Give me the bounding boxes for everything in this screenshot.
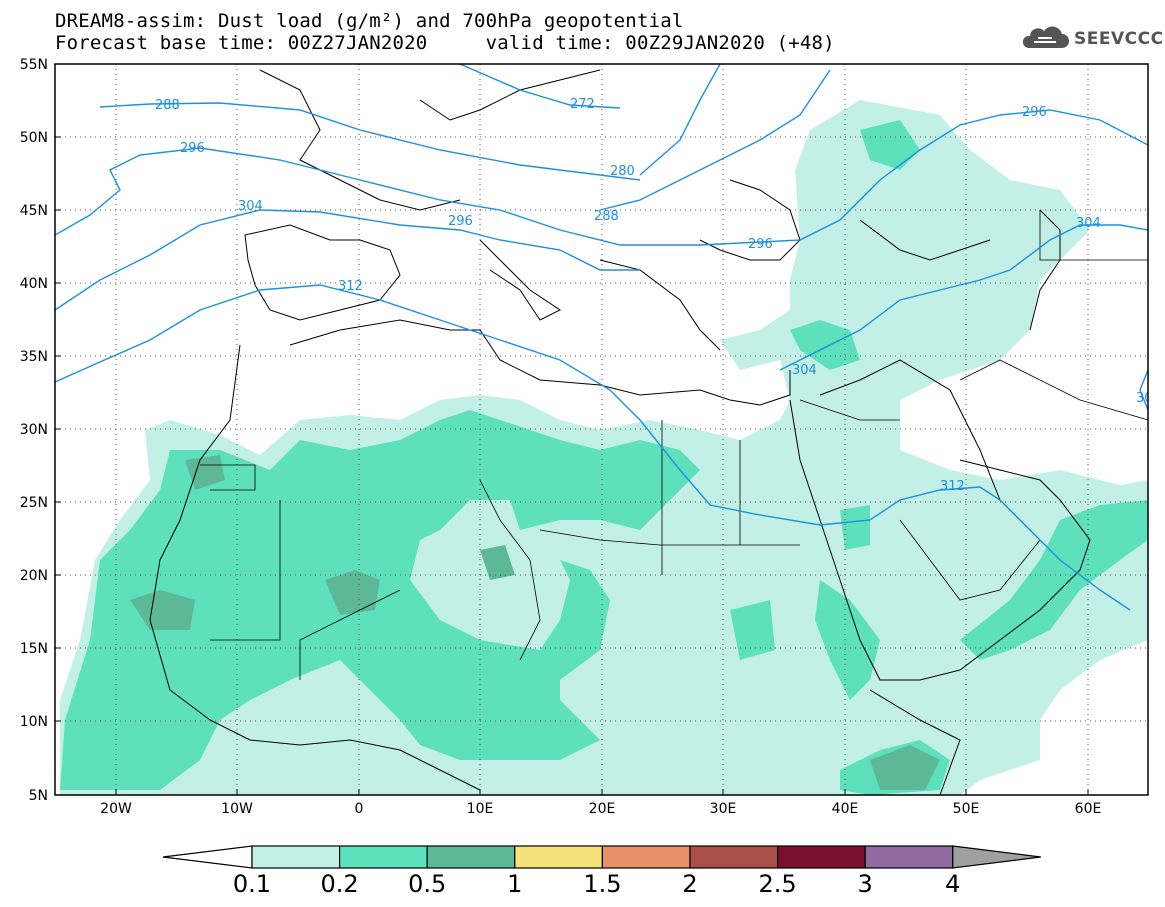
dust-area-high [130, 455, 940, 790]
contour-label: 288 [594, 209, 619, 224]
lat-label: 5N [29, 788, 48, 804]
contour-label: 272 [570, 97, 595, 112]
contour-label: 288 [155, 98, 180, 113]
colorbar-tick-label: 2 [682, 870, 697, 898]
contour-labels: 288 296 304 312 272 280 288 296 304 296 … [155, 97, 1153, 494]
contour-label: 312 [338, 279, 363, 294]
colorbar-segment [339, 845, 428, 869]
lon-label: 60E [1075, 801, 1102, 817]
lon-label: 0 [355, 801, 364, 817]
contour-label: 296 [448, 214, 473, 229]
contour-label: 304 [1076, 216, 1101, 231]
colorbar-tick-label: 1 [507, 870, 522, 898]
map-title: DREAM8-assim: Dust load (g/m²) and 700hP… [55, 10, 684, 32]
contour-label: 280 [610, 164, 635, 179]
contour-label: 296 [1022, 105, 1047, 120]
colorbar-over-triangle [952, 845, 1041, 869]
colorbar-tick-label: 0.1 [233, 870, 271, 898]
lat-label: 10N [20, 714, 48, 730]
lat-label: 50N [20, 130, 48, 146]
colorbar-segment [426, 845, 516, 869]
contour-label: 296 [748, 237, 773, 252]
lon-label: 20W [100, 801, 132, 817]
lat-label: 35N [20, 349, 48, 365]
lat-label: 30N [20, 422, 48, 438]
lat-label: 55N [20, 57, 48, 73]
contour-label: 304 [792, 363, 817, 378]
lon-label: 30E [710, 801, 737, 817]
colorbar-tick-label: 0.2 [321, 870, 359, 898]
lon-label: 20E [589, 801, 616, 817]
colorbar-under-triangle [162, 845, 253, 869]
colorbar-tick-label: 0.5 [408, 870, 446, 898]
lat-label: 45N [20, 203, 48, 219]
contour-label: 30 [1136, 391, 1153, 406]
cloud-icon [1022, 26, 1069, 48]
colorbar-tick-label: 4 [945, 870, 960, 898]
map-subtitle: Forecast base time: 00Z27JAN2020 valid t… [55, 32, 835, 54]
country-borders [200, 210, 1148, 680]
colorbar-tick-label: 3 [858, 870, 873, 898]
logo-text: SEEVCCC [1074, 29, 1164, 49]
lat-label: 15N [20, 641, 48, 657]
geopotential-contours [55, 64, 1148, 611]
colorbar-segment [864, 845, 954, 869]
lon-label: 40E [832, 801, 859, 817]
colorbar: 0.1 0.2 0.5 1 1.5 2 2.5 3 4 [162, 845, 1041, 898]
latitude-labels: 55N 50N 45N 40N 35N 30N 25N 20N 15N 10N … [20, 57, 48, 804]
lat-label: 25N [20, 495, 48, 511]
colorbar-segment [251, 845, 341, 869]
colorbar-segment [514, 845, 603, 869]
coastlines [149, 69, 1091, 795]
colorbar-tick-label: 1.5 [583, 870, 621, 898]
contour-label: 304 [238, 199, 263, 214]
colorbar-segment [776, 845, 866, 869]
contour-label: 312 [940, 479, 965, 494]
colorbar-segment [689, 845, 779, 869]
longitude-labels: 20W 10W 0 10E 20E 30E 40E 50E 60E [100, 801, 1101, 817]
seevccc-logo: SEEVCCC [1018, 26, 1164, 52]
lon-label: 10E [467, 801, 494, 817]
colorbar-tick-label: 2.5 [759, 870, 797, 898]
lon-label: 50E [953, 801, 980, 817]
lat-label: 40N [20, 276, 48, 292]
lon-label: 10W [221, 801, 253, 817]
contour-label: 296 [180, 141, 205, 156]
tick-marks [55, 63, 1089, 795]
lat-label: 20N [20, 568, 48, 584]
colorbar-segment [601, 845, 691, 869]
